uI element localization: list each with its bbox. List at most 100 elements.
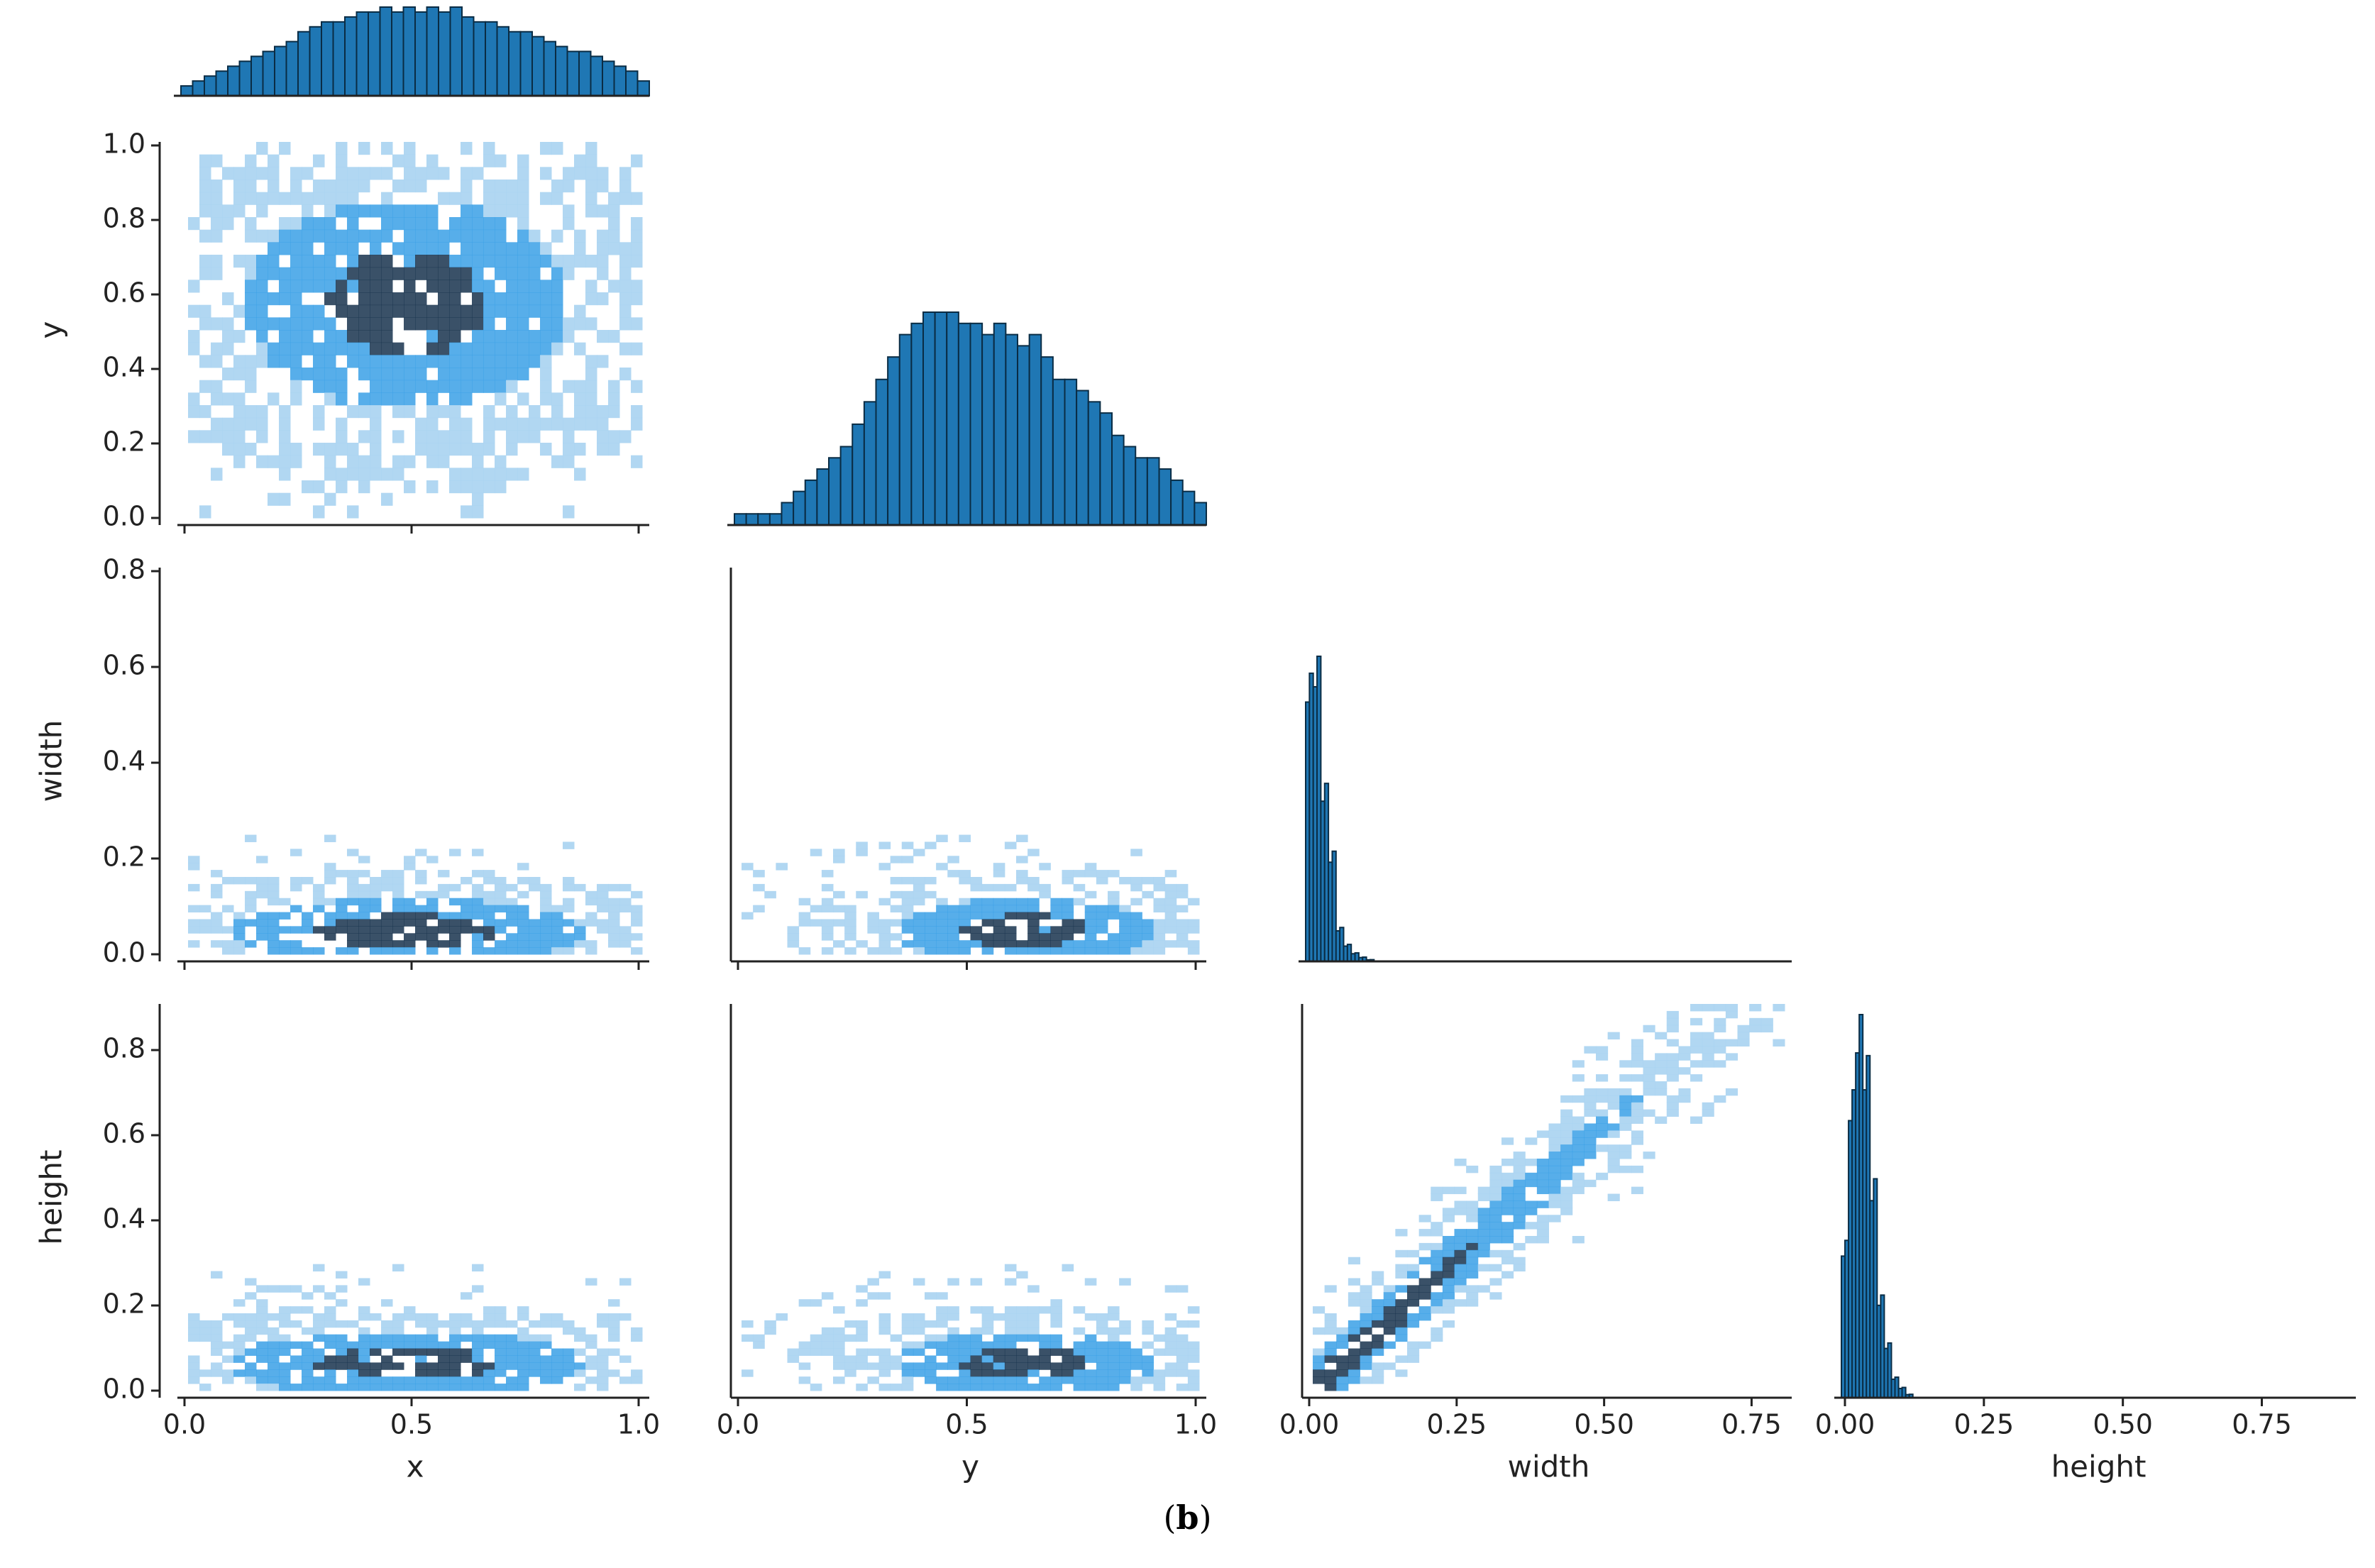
heat-cell <box>597 1384 609 1391</box>
heat-cell <box>233 912 246 920</box>
heat-cell <box>1643 1067 1655 1075</box>
heat-cell <box>1548 1172 1561 1181</box>
heat-cell <box>878 898 891 906</box>
x-tick-label: 1.0 <box>1174 1409 1217 1440</box>
heat-cell <box>1418 1292 1431 1300</box>
heat-cell <box>313 280 325 293</box>
heat-cell <box>449 468 461 481</box>
heat-cell <box>370 940 382 948</box>
heat-cell <box>1631 1186 1643 1195</box>
heat-cell <box>392 883 404 892</box>
heat-cell <box>1477 1236 1490 1244</box>
heat-cell <box>608 1327 620 1335</box>
heat-cell <box>529 1320 541 1328</box>
heat-cell <box>211 890 223 899</box>
heat-cell <box>1108 947 1120 955</box>
heat-cell <box>585 280 597 293</box>
heat-cell <box>222 330 234 343</box>
heat-cell <box>302 1292 314 1300</box>
hist-bar <box>1028 333 1042 526</box>
heat-cell <box>551 919 563 927</box>
heat-cell <box>1607 1095 1620 1103</box>
heat-cell <box>1431 1229 1443 1237</box>
heat-cell <box>495 919 507 927</box>
heat-cell <box>1130 947 1142 955</box>
hist-bar <box>204 75 217 96</box>
heat-cell <box>1336 1376 1349 1384</box>
heat-cell <box>438 883 450 892</box>
heat-cell <box>495 1355 507 1363</box>
heat-cell <box>608 330 620 343</box>
heat-cell <box>574 926 586 934</box>
heat-cell <box>483 1384 495 1391</box>
heat-cell <box>1395 1306 1408 1314</box>
heat-cell <box>279 1313 291 1321</box>
heat-cell <box>947 1384 959 1391</box>
heat-cell <box>597 890 609 899</box>
heat-cell <box>472 292 484 306</box>
heat-cell <box>608 1369 620 1377</box>
heat-cell <box>313 317 325 331</box>
hist-bar <box>934 311 948 526</box>
heat-cell <box>495 1341 507 1349</box>
heat-cell <box>585 292 597 306</box>
heat-cell <box>483 1341 495 1349</box>
heat-cell <box>495 154 507 167</box>
heat-cell <box>1431 1299 1443 1307</box>
hist-bar <box>368 11 381 97</box>
heat-cell <box>936 933 948 941</box>
heat-cell <box>290 905 302 913</box>
heat-cell <box>211 267 223 280</box>
heat-cell <box>347 877 359 885</box>
heat-cell <box>1596 1116 1609 1124</box>
heat-cell <box>1313 1327 1326 1335</box>
heat-cell <box>1619 1144 1632 1152</box>
heat-cell <box>1119 1355 1131 1363</box>
heat-cell <box>404 280 416 293</box>
heat-cell <box>993 1384 1005 1391</box>
heat-cell <box>233 919 246 927</box>
heat-cell <box>959 1376 971 1384</box>
heat-cell <box>381 1341 393 1349</box>
heat-cell <box>529 1355 541 1363</box>
heat-cell <box>551 330 563 343</box>
heat-cell <box>1176 940 1189 948</box>
heat-cell <box>1142 926 1154 934</box>
heat-cell <box>810 849 822 856</box>
heat-cell <box>1442 1264 1455 1272</box>
heat-cell <box>810 1334 822 1342</box>
heat-cell <box>336 204 348 218</box>
heat-cell <box>426 154 439 167</box>
heat-cell <box>404 1341 416 1349</box>
heat-cell <box>336 368 348 381</box>
heat-cell <box>302 1355 314 1363</box>
heat-cell <box>1039 1306 1051 1314</box>
heat-cell <box>631 342 643 355</box>
heat-cell <box>1536 1200 1549 1208</box>
heat-cell <box>540 912 552 920</box>
hist-bar <box>414 11 428 97</box>
heat-cell <box>472 204 484 218</box>
heat-cell <box>358 455 370 468</box>
heat-cell <box>233 1369 246 1377</box>
heat-cell <box>1108 1369 1120 1377</box>
heat-cell <box>959 834 971 842</box>
heat-cell <box>810 919 822 927</box>
heat-cell <box>415 355 427 368</box>
heat-cell <box>878 1384 891 1391</box>
heat-cell <box>551 1320 563 1328</box>
heat-cell <box>1466 1285 1479 1293</box>
heat-cell <box>574 417 586 431</box>
heat-cell <box>1096 940 1108 948</box>
heat-cell <box>358 1384 370 1391</box>
heat-cell <box>1130 1384 1142 1391</box>
heat-cell <box>245 267 257 280</box>
heat-cell <box>913 890 925 899</box>
heat-cell <box>324 1334 336 1342</box>
heat-cell <box>608 912 620 920</box>
heat-cell <box>1690 1004 1703 1012</box>
heat-cell <box>1442 1285 1455 1293</box>
heat-cell <box>936 1320 948 1328</box>
heat-cell <box>608 405 620 419</box>
heat-cell <box>381 1327 393 1335</box>
